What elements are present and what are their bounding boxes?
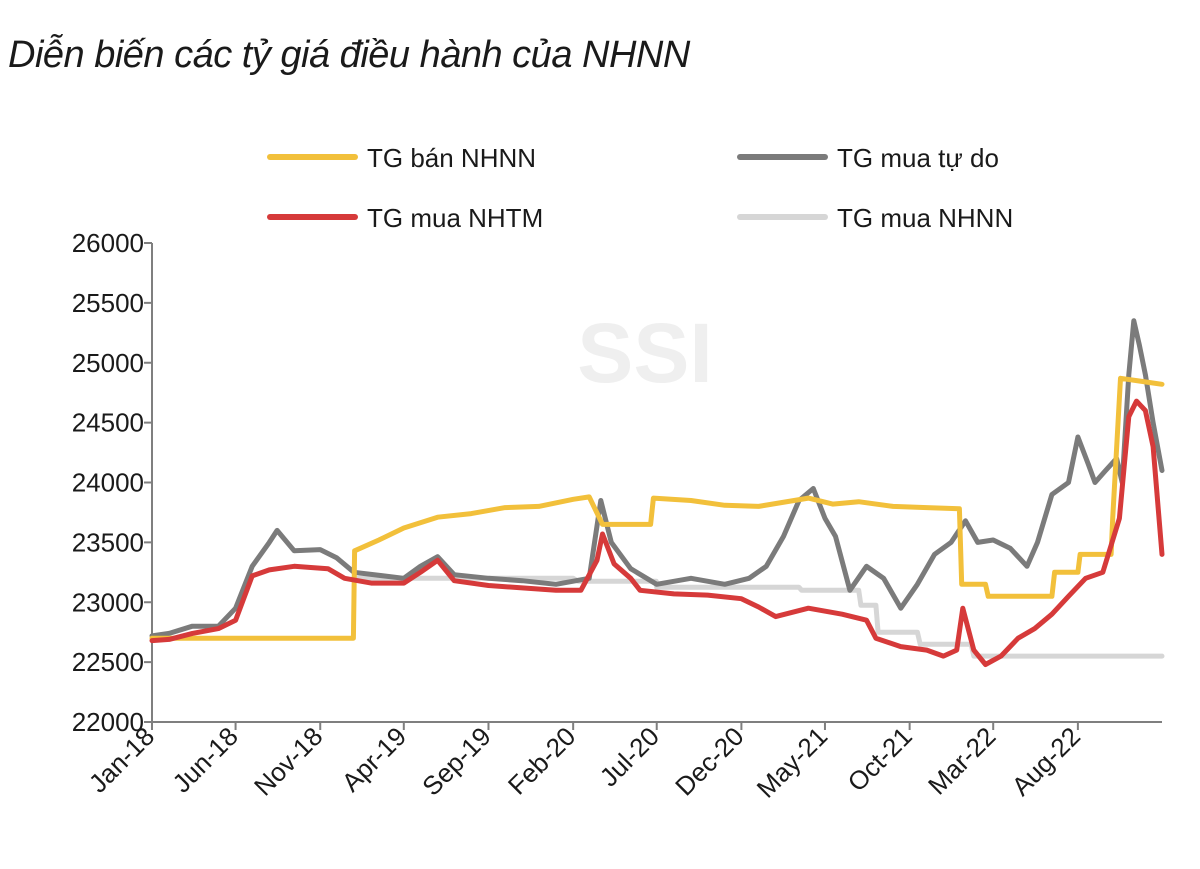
series-line-3 xyxy=(149,398,1165,667)
x-tick-label: Apr-19 xyxy=(336,721,412,797)
legend-label: TG mua tự do xyxy=(837,143,999,173)
x-tick-label: Jul-20 xyxy=(594,721,665,792)
y-tick-label: 23000 xyxy=(72,587,144,617)
x-tick-label: Oct-21 xyxy=(841,721,917,797)
x-tick-label: Mar-22 xyxy=(922,721,1001,800)
x-tick-label: Dec-20 xyxy=(669,721,749,801)
y-tick-label: 25000 xyxy=(72,348,144,378)
x-tick-label: Nov-18 xyxy=(248,721,328,801)
y-tick-label: 24500 xyxy=(72,408,144,438)
y-tick-label: 25500 xyxy=(72,288,144,318)
series-line-1 xyxy=(149,375,1165,641)
y-axis: 22000 22500 23000 23500 24000 24500 25000 25500… xyxy=(72,228,153,737)
series-line-2 xyxy=(149,318,1165,639)
legend: TG bán NHNN TG mua tự do TG mua NHTM TG mua… xyxy=(267,143,1013,233)
y-tick-label: 26000 xyxy=(72,228,144,258)
y-tick-label: 22500 xyxy=(72,647,144,677)
y-tick-label: 24000 xyxy=(72,468,144,498)
series-line-4 xyxy=(350,575,1165,659)
y-tick-label: 23500 xyxy=(72,527,144,557)
y-tick-label: 22000 xyxy=(72,707,144,737)
x-axis: Jan-18 Jun-18 Nov-18 Apr-19 Sep-19 Feb-20 Jul-… xyxy=(83,721,1162,804)
legend-label: TG mua NHTM xyxy=(367,203,543,233)
x-tick-label: Sep-19 xyxy=(416,721,496,801)
series-group xyxy=(149,318,1165,667)
legend-label: TG bán NHNN xyxy=(367,143,536,173)
x-tick-label: Jun-18 xyxy=(166,721,243,798)
chart-title: Diễn biến các tỷ giá điều hành của NHNN xyxy=(8,34,690,76)
legend-label: TG mua NHNN xyxy=(837,203,1013,233)
x-tick-label: May-21 xyxy=(751,721,834,804)
x-tick-label: Aug-22 xyxy=(1006,721,1086,801)
x-tick-label: Feb-20 xyxy=(502,721,581,800)
watermark: SSI xyxy=(577,306,712,400)
